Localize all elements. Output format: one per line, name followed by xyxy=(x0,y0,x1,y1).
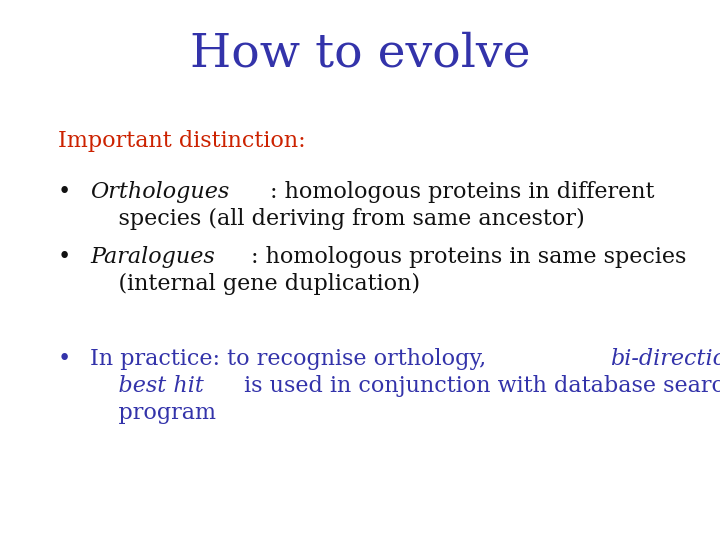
Text: Orthologues: Orthologues xyxy=(90,181,229,203)
Text: program: program xyxy=(90,402,216,424)
Text: best hit: best hit xyxy=(90,375,204,397)
Text: Important distinction:: Important distinction: xyxy=(58,130,305,152)
Text: bi-directional: bi-directional xyxy=(611,348,720,370)
Text: •: • xyxy=(58,181,71,203)
Text: species (all deriving from same ancestor): species (all deriving from same ancestor… xyxy=(90,208,585,230)
Text: : homologous proteins in same species: : homologous proteins in same species xyxy=(251,246,686,268)
Text: •: • xyxy=(58,348,71,370)
Text: is used in conjunction with database search: is used in conjunction with database sea… xyxy=(237,375,720,397)
Text: : homologous proteins in different: : homologous proteins in different xyxy=(270,181,654,203)
Text: (internal gene duplication): (internal gene duplication) xyxy=(90,273,420,295)
Text: How to evolve: How to evolve xyxy=(190,31,530,77)
Text: •: • xyxy=(58,246,71,268)
Text: Paralogues: Paralogues xyxy=(90,246,215,268)
Text: In practice: to recognise orthology,: In practice: to recognise orthology, xyxy=(90,348,493,370)
